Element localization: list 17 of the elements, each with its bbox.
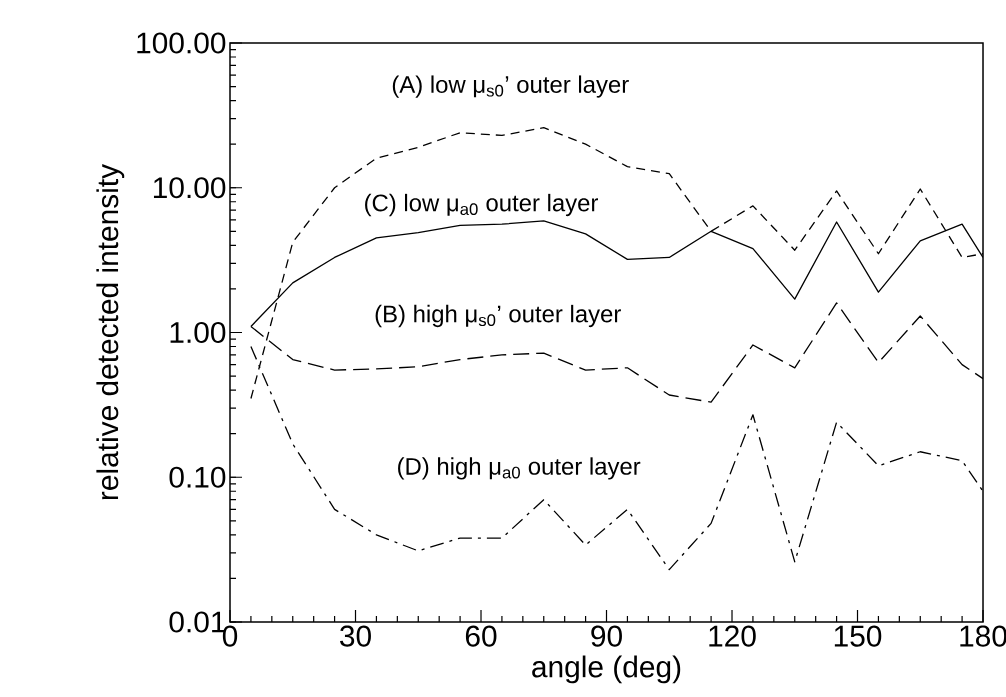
series-label: (D) high μ$_{a0}$ outer layer [398, 457, 641, 480]
series-label: (A) low μ$_{s0}$’ outer layer [392, 75, 629, 98]
x-tick-label: 150 [834, 625, 882, 647]
series-label: (B) high μ$_{s0}$’ outer layer [375, 304, 621, 328]
x-tick-label: 0 [222, 625, 238, 647]
y-axis-title: relative detected intensity [96, 163, 125, 500]
x-tick-label: 90 [591, 625, 622, 647]
x-tick-label: 60 [465, 625, 497, 647]
x-tick-label: 180 [960, 625, 1006, 647]
y-tick-label: 0.10 [169, 466, 226, 488]
x-axis-title: angle (deg) [532, 655, 681, 684]
x-tick-label: 120 [709, 625, 756, 647]
y-tick-label: 1.00 [170, 321, 226, 344]
series-label: (C) low μ$_{a0}$ outer layer [365, 193, 598, 217]
y-tick-label: 100.00 [137, 32, 226, 54]
x-tick-label: 30 [340, 625, 371, 647]
y-tick-label: 10.00 [153, 177, 226, 199]
